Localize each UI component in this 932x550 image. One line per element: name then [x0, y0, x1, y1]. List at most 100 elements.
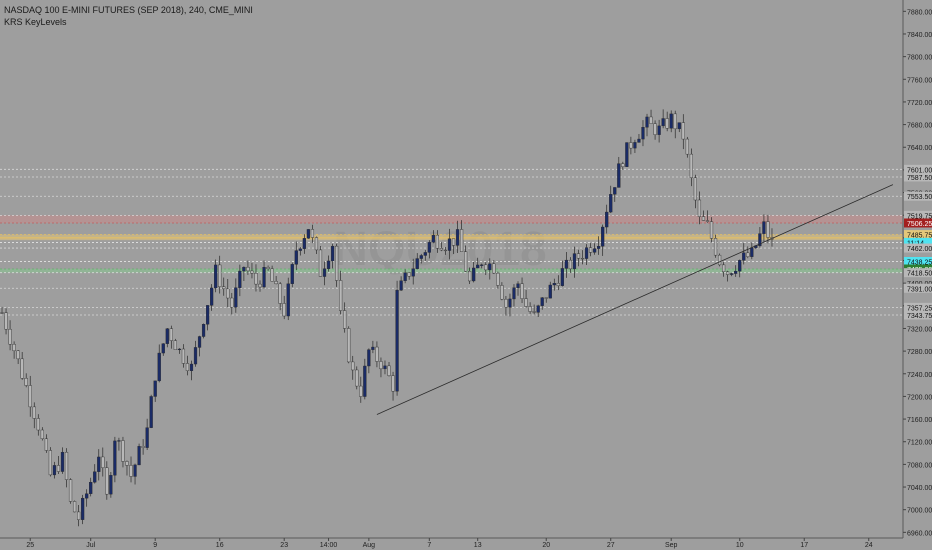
indicator-name[interactable]: KRS KeyLevels	[4, 17, 67, 27]
price-tick-label: 7320.00	[907, 326, 932, 333]
candle-body	[60, 451, 65, 472]
candle-body	[524, 298, 528, 307]
candle-body	[294, 250, 298, 265]
candle-body	[540, 297, 544, 306]
candle-body	[359, 385, 363, 397]
candle-body	[355, 369, 359, 387]
candle-body	[496, 272, 500, 286]
candle-body	[758, 233, 762, 246]
candle-body	[145, 427, 149, 448]
time-tick-label: 25	[26, 542, 34, 549]
candle-body	[290, 264, 294, 284]
price-level-tag-label: 7418.50	[907, 271, 932, 278]
candle-body	[298, 248, 302, 251]
candle-body	[512, 287, 516, 300]
symbol-title[interactable]: NASDAQ 100 E-MINI FUTURES (SEP 2018), 24…	[4, 5, 253, 15]
candle-body	[185, 363, 190, 371]
candle-body	[633, 142, 637, 149]
price-tick-label: 7840.00	[907, 32, 932, 39]
candle-body	[85, 493, 89, 499]
time-tick-label: 10	[736, 542, 744, 549]
candle-body	[318, 249, 323, 277]
candle-body	[339, 280, 343, 311]
candle-body	[576, 253, 581, 259]
price-tick-label: 7240.00	[907, 372, 932, 379]
candle-body	[314, 237, 319, 251]
candle-body	[310, 229, 315, 238]
candle-body	[64, 451, 69, 480]
candle-body	[625, 142, 629, 167]
price-tick-label: 7160.00	[907, 417, 932, 424]
candle-body	[278, 283, 282, 304]
candle-body	[552, 283, 556, 286]
candle-body	[556, 283, 560, 286]
candle-body	[504, 298, 508, 308]
candle-body	[721, 264, 726, 273]
time-axis[interactable]: 25 Jul 9 16 23 14:00 Aug 7 13 20 27 Sep 10 17 24	[0, 537, 903, 549]
price-tick-label: 7640.00	[907, 145, 932, 152]
candle-body	[72, 501, 77, 513]
price-axis[interactable]: 6960.00 7000.00 7040.00 7080.00 7120.00 7160.…	[902, 0, 932, 550]
candle-body	[242, 266, 246, 272]
price-level-tag	[904, 268, 932, 278]
candle-body	[766, 221, 770, 238]
price-level-tag-label: 7506.25	[907, 221, 932, 228]
candle-body	[451, 238, 456, 246]
candle-body	[713, 238, 718, 256]
price-level-tag	[904, 191, 932, 201]
price-tick-label: 7880.00	[907, 9, 932, 16]
candle-body	[173, 340, 177, 350]
candle-body	[105, 467, 109, 495]
candle-body	[580, 257, 585, 260]
candle-body	[387, 365, 391, 376]
candle-body	[681, 122, 685, 140]
candle-body	[742, 252, 746, 261]
candle-body	[572, 253, 577, 270]
candle-body	[419, 255, 423, 259]
candle-body	[371, 346, 375, 350]
candle-body	[431, 234, 435, 243]
candle-body	[705, 220, 710, 222]
price-tick-label: 7800.00	[907, 55, 932, 62]
drawn-lines[interactable]	[376, 184, 894, 415]
candle-body	[4, 312, 8, 330]
candle-body	[137, 446, 141, 466]
candle-body	[149, 396, 153, 428]
candle-body	[193, 347, 198, 365]
candle-body	[205, 305, 210, 325]
candle-body	[375, 346, 379, 362]
price-level-tag	[904, 310, 932, 320]
time-tick-label: 27	[607, 542, 615, 549]
candle-body	[226, 288, 230, 299]
candle-body	[40, 429, 44, 440]
time-tick-label: 9	[153, 542, 157, 549]
candle-body	[250, 270, 254, 274]
candle-body	[109, 475, 113, 495]
candle-body	[270, 268, 274, 282]
candle-body	[693, 177, 698, 201]
candle-body	[629, 142, 633, 149]
candle-body	[685, 138, 689, 155]
price-level-tag	[904, 230, 932, 240]
price-tick-label: 7760.00	[907, 77, 932, 84]
candle-body	[661, 118, 665, 127]
candle-body	[238, 270, 242, 288]
candle-body	[480, 264, 484, 266]
candlestick-series	[0, 109, 774, 527]
candle-body	[435, 234, 440, 249]
time-tick-label: 17	[800, 542, 808, 549]
candle-body	[201, 324, 206, 337]
candle-body	[738, 260, 742, 272]
candle-body	[262, 267, 266, 288]
candle-body	[125, 461, 129, 466]
time-tick-label: Jul	[86, 542, 95, 549]
price-level-tag	[904, 164, 932, 174]
candle-body	[403, 272, 407, 281]
candle-body	[367, 349, 371, 367]
candle-body	[20, 358, 24, 379]
candle-body	[709, 221, 714, 239]
price-level-tag	[904, 172, 932, 182]
candle-body	[274, 281, 278, 285]
candle-body	[750, 247, 754, 257]
